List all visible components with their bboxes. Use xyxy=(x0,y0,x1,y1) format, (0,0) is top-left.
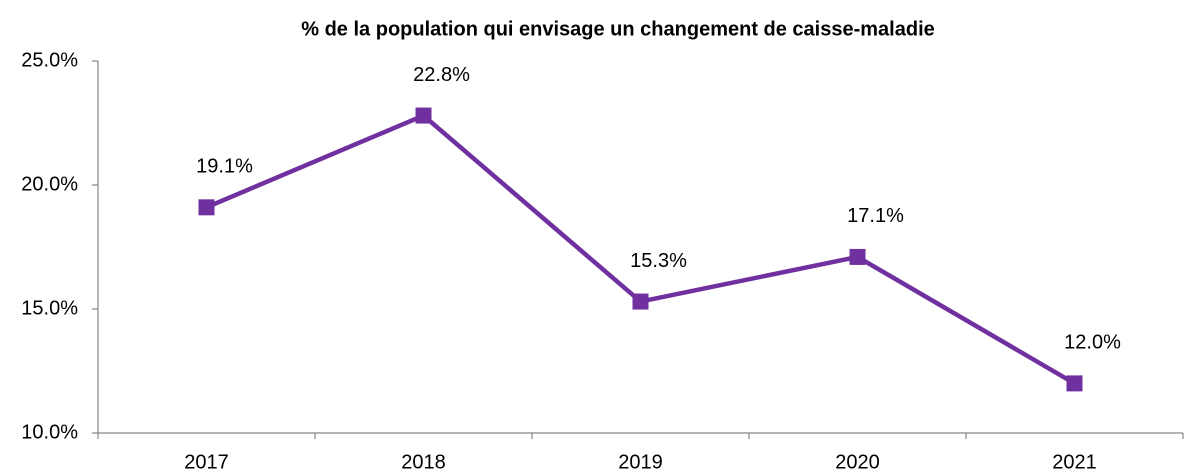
x-tick-label: 2020 xyxy=(835,451,880,473)
data-label: 22.8% xyxy=(413,64,470,86)
marker xyxy=(849,248,866,265)
y-tick-label: 10.0% xyxy=(21,421,78,443)
marker xyxy=(1066,375,1083,392)
x-tick-label: 2018 xyxy=(401,451,446,473)
y-tick-label: 25.0% xyxy=(21,49,78,71)
y-tick-label: 15.0% xyxy=(21,297,78,319)
data-label: 12.0% xyxy=(1064,332,1121,354)
data-label: 19.1% xyxy=(196,156,253,178)
chart-title: % de la population qui envisage un chang… xyxy=(301,18,935,40)
y-tick-label: 20.0% xyxy=(21,173,78,195)
x-tick-label: 2017 xyxy=(184,451,229,473)
data-label: 15.3% xyxy=(630,250,687,272)
marker xyxy=(415,107,432,124)
x-tick-label: 2021 xyxy=(1052,451,1097,473)
marker xyxy=(198,199,215,216)
marker xyxy=(632,293,649,310)
x-tick-label: 2019 xyxy=(618,451,663,473)
data-label: 17.1% xyxy=(847,205,904,227)
